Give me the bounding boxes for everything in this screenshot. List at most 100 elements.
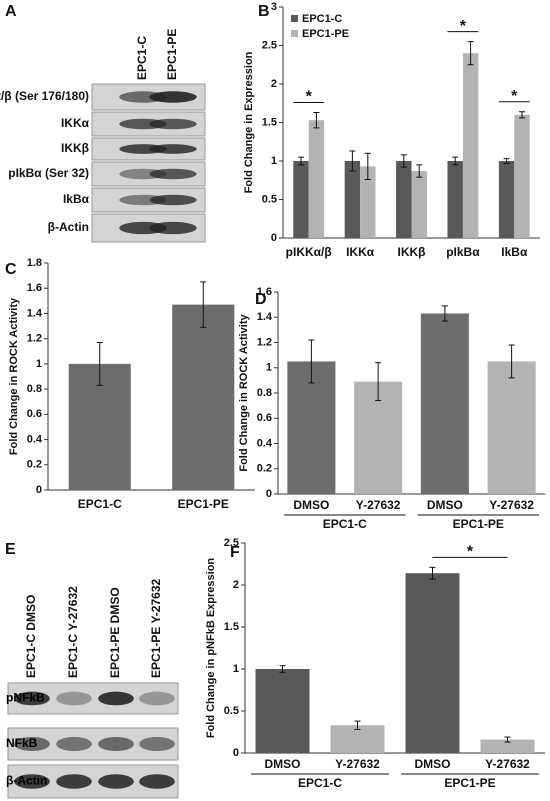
blot-band (139, 774, 175, 789)
y-tick-label: 0.2 (257, 463, 272, 475)
x-tick-label: Y-27632 (489, 498, 534, 512)
bar (396, 161, 412, 238)
bar (287, 361, 336, 494)
blot-band (149, 221, 197, 235)
y-tick-label: 1.6 (257, 286, 272, 298)
group-label: EPC1-PE (444, 776, 495, 790)
panel-letter: B (258, 3, 270, 20)
x-tick-label: IkBα (501, 245, 528, 259)
panel-letter: F (230, 544, 240, 561)
row-label: IkBα (63, 192, 90, 206)
y-tick-label: 2 (233, 579, 239, 591)
panel-letter: E (5, 541, 16, 558)
blot-band (149, 118, 197, 130)
y-tick-label: 0.4 (257, 437, 273, 449)
x-tick-label: Y-27632 (335, 757, 380, 771)
x-tick-label: DMSO (293, 498, 329, 512)
blot-band (149, 91, 197, 103)
significance-marker: * (306, 89, 313, 106)
significance-marker: * (460, 18, 467, 35)
row-label: β-Actin (6, 774, 47, 788)
legend-swatch (291, 15, 298, 22)
y-tick-label: 1.2 (27, 333, 42, 345)
y-tick-label: 1.5 (262, 116, 277, 128)
y-tick-label: 2.5 (224, 537, 239, 549)
bar (498, 161, 515, 238)
blot-band (14, 736, 50, 752)
legend-label: EPC1-C (302, 13, 342, 25)
bar (344, 161, 361, 238)
blot-band (149, 194, 197, 206)
bar (360, 166, 376, 238)
y-tick-label: 0 (233, 747, 239, 759)
y-tick-label: 0 (271, 232, 277, 244)
panel-letter: A (5, 3, 17, 20)
bar (480, 739, 535, 753)
y-tick-label: 0 (36, 484, 42, 496)
bar (487, 361, 536, 494)
bar (411, 171, 427, 238)
blot-band (98, 736, 134, 752)
x-tick-label: EPC1-PE (178, 497, 229, 511)
y-tick-label: 2 (271, 78, 277, 90)
y-tick-label: 0.4 (27, 433, 43, 445)
x-tick-label: EPC1-C (78, 497, 122, 511)
y-tick-label: 1.8 (27, 257, 42, 269)
lane-label: EPC1-C DMSO (24, 595, 38, 678)
bar (308, 120, 325, 238)
lane-label: EPC1-PE Y-27632 (149, 578, 163, 678)
lane-label: EPC1-C Y-27632 (66, 586, 80, 678)
blot-band (139, 736, 175, 752)
x-tick-label: DMSO (415, 757, 451, 771)
lane-label: EPC1-PE (165, 29, 179, 80)
y-axis-label: Fold Change in Expression (243, 51, 255, 193)
y-axis-label: Fold Change in ROCK Activity (238, 313, 250, 471)
y-tick-label: 1.5 (224, 621, 239, 633)
y-tick-label: 0 (266, 488, 272, 500)
y-tick-label: 0.8 (27, 383, 42, 395)
x-tick-label: IKKα (346, 245, 375, 259)
y-tick-label: 1.4 (257, 311, 273, 323)
row-label: pIKKα/β (Ser 176/180) (0, 89, 89, 103)
y-tick-label: 1 (233, 663, 239, 675)
x-tick-label: pIkBα (446, 245, 480, 259)
x-tick-label: DMSO (427, 498, 463, 512)
blot-band (149, 144, 197, 154)
y-axis-label: Fold Change in ROCK Activity (8, 297, 20, 455)
lane-label: EPC1-PE DMSO (108, 587, 122, 678)
y-tick-label: 1.2 (257, 336, 272, 348)
y-tick-label: 2.5 (262, 39, 277, 51)
x-tick-label: DMSO (265, 757, 301, 771)
bar (293, 161, 309, 238)
bar (255, 669, 310, 753)
bar (462, 53, 479, 239)
y-tick-label: 1.6 (27, 282, 42, 294)
group-label: EPC1-C (323, 517, 367, 531)
blot-band (98, 774, 134, 789)
row-label: β-Actin (48, 220, 89, 234)
row-label: IKKβ (61, 141, 89, 155)
blot-band (14, 774, 50, 789)
legend-swatch (291, 30, 298, 37)
bar (447, 161, 463, 238)
x-tick-label: Y-27632 (356, 498, 401, 512)
y-tick-label: 1 (36, 358, 42, 370)
y-axis-label: Fold Change in pNFkB Expression (205, 558, 217, 739)
legend-label: EPC1-PE (302, 28, 349, 40)
bar (405, 573, 460, 753)
blot-band (56, 736, 92, 752)
group-label: EPC1-C (298, 776, 342, 790)
group-label: EPC1-PE (453, 517, 504, 531)
lane-label: EPC1-C (135, 36, 149, 80)
bar (420, 313, 469, 494)
blot-band (14, 691, 50, 706)
y-tick-label: 3 (271, 1, 277, 13)
y-tick-label: 0.5 (262, 193, 277, 205)
row-label: NFkB (6, 736, 38, 750)
blot-band (56, 691, 92, 706)
y-tick-label: 0.2 (27, 459, 42, 471)
row-label: pNFkB (6, 691, 45, 705)
y-tick-label: 0.5 (224, 705, 239, 717)
blot-strip (7, 682, 179, 715)
